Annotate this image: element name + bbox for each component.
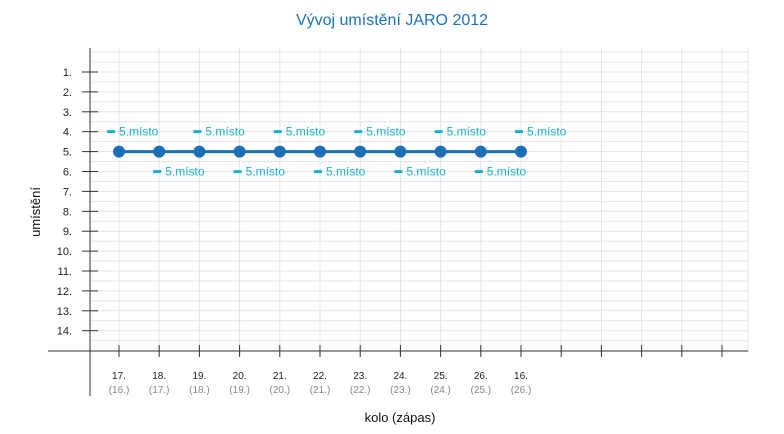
data-point[interactable] <box>314 145 326 158</box>
axes <box>48 48 748 396</box>
data-label-marker <box>314 170 322 174</box>
y-ticks: 1. 2. 3. 4. 5. 6. 7. 8. 9. 10. 11. 12. 13. 14. <box>57 67 98 338</box>
y-tick-label: 7. <box>63 186 72 198</box>
y-tick-label: 3. <box>63 107 72 119</box>
data-point[interactable] <box>474 145 487 158</box>
data-point[interactable] <box>193 145 206 158</box>
data-label-text: 5.místo <box>246 165 286 179</box>
data-label: 5.místo <box>354 125 406 139</box>
x-axis-title: kolo (zápas) <box>365 410 436 425</box>
data-point[interactable] <box>273 145 286 158</box>
data-label-marker <box>354 130 363 134</box>
x-tick-sublabel: (17.) <box>149 385 170 396</box>
data-label: 5.místo <box>434 125 487 139</box>
y-tick-label: 13. <box>57 306 72 318</box>
data-label-marker <box>394 170 403 174</box>
y-tick-label: 5. <box>63 147 72 159</box>
data-point[interactable] <box>113 145 125 158</box>
data-label: 5.místo <box>233 165 286 179</box>
x-tick-sublabel: (21.) <box>310 385 331 396</box>
y-tick-label: 8. <box>63 206 72 218</box>
chart-title: Vývoj umístění JARO 2012 <box>295 12 489 29</box>
data-label: 5.místo <box>314 165 366 179</box>
x-tick-label: 20. <box>233 371 247 382</box>
data-point[interactable] <box>515 145 527 158</box>
x-tick-sublabel: (25.) <box>471 385 492 396</box>
data-point[interactable] <box>153 145 166 158</box>
y-tick-label: 1. <box>63 67 72 79</box>
data-label-text: 5.místo <box>487 165 527 179</box>
data-point[interactable] <box>233 145 246 158</box>
x-tick-sublabel: (22.) <box>350 385 371 396</box>
data-label-text: 5.místo <box>406 165 446 179</box>
y-tick-label: 9. <box>63 226 72 238</box>
data-label-marker <box>515 130 523 134</box>
y-tick-label: 4. <box>63 127 72 139</box>
x-tick-label: 22. <box>313 371 327 382</box>
data-label: 5.místo <box>394 165 446 179</box>
x-tick-label: 24. <box>393 371 407 382</box>
x-tick-sublabel: (20.) <box>270 385 291 396</box>
data-label: 5.místo <box>153 165 205 179</box>
grid <box>90 48 749 351</box>
data-label-text: 5.místo <box>326 165 366 179</box>
x-tick-sublabel: (19.) <box>229 385 250 396</box>
x-tick-sublabel: (18.) <box>189 385 210 396</box>
x-tick-sublabel: (23.) <box>390 385 411 396</box>
x-tick-sublabel: (24.) <box>430 385 451 396</box>
y-tick-label: 12. <box>57 286 72 298</box>
x-tick-sublabel: (26.) <box>511 385 532 396</box>
x-tick-label: 23. <box>353 371 367 382</box>
data-label: 5.místo <box>273 125 326 139</box>
x-tick-label: 25. <box>434 371 448 382</box>
data-label: 5.místo <box>474 165 527 179</box>
x-tick-label: 17. <box>112 371 126 382</box>
x-tick-sublabel: (16.) <box>109 385 130 396</box>
data-label-text: 5.místo <box>205 125 245 139</box>
x-tick-label: 21. <box>273 371 287 382</box>
data-label-marker <box>233 170 242 174</box>
data-label: 5.místo <box>193 125 245 139</box>
x-tick-label: 26. <box>474 371 488 382</box>
data-point[interactable] <box>434 145 447 158</box>
data-label-text: 5.místo <box>286 125 326 139</box>
data-point[interactable] <box>354 145 367 158</box>
data-label-marker <box>193 130 202 134</box>
data-label-marker <box>434 130 443 134</box>
y-tick-label: 2. <box>63 87 72 99</box>
x-tick-label: 16. <box>514 371 528 382</box>
y-tick-label: 10. <box>57 246 72 258</box>
data-label-text: 5.místo <box>447 125 487 139</box>
y-tick-label: 6. <box>63 167 72 179</box>
data-point[interactable] <box>394 145 407 158</box>
data-label-text: 5.místo <box>527 125 567 139</box>
data-label-marker <box>273 130 282 134</box>
data-label-text: 5.místo <box>366 125 406 139</box>
data-label-marker <box>474 170 483 174</box>
y-axis-title: umístění <box>28 187 43 237</box>
x-tick-label: 19. <box>192 371 206 382</box>
y-tick-label: 11. <box>58 266 72 278</box>
data-label: 5.místo <box>107 125 159 139</box>
data-label-marker <box>107 130 115 134</box>
data-label-marker <box>153 170 162 174</box>
series: 5.místo 5.místo 5.místo 5.místo 5.místo 5.mís… <box>107 125 567 179</box>
data-label-text: 5.místo <box>165 165 205 179</box>
y-tick-label: 14. <box>57 326 72 338</box>
data-label-text: 5.místo <box>119 125 159 139</box>
x-ticks: 17. (16.) 18. (17.) 19. (18.) 20. (19.) 21. (20.)… <box>109 345 723 396</box>
x-tick-label: 18. <box>152 371 166 382</box>
data-label: 5.místo <box>515 125 567 139</box>
